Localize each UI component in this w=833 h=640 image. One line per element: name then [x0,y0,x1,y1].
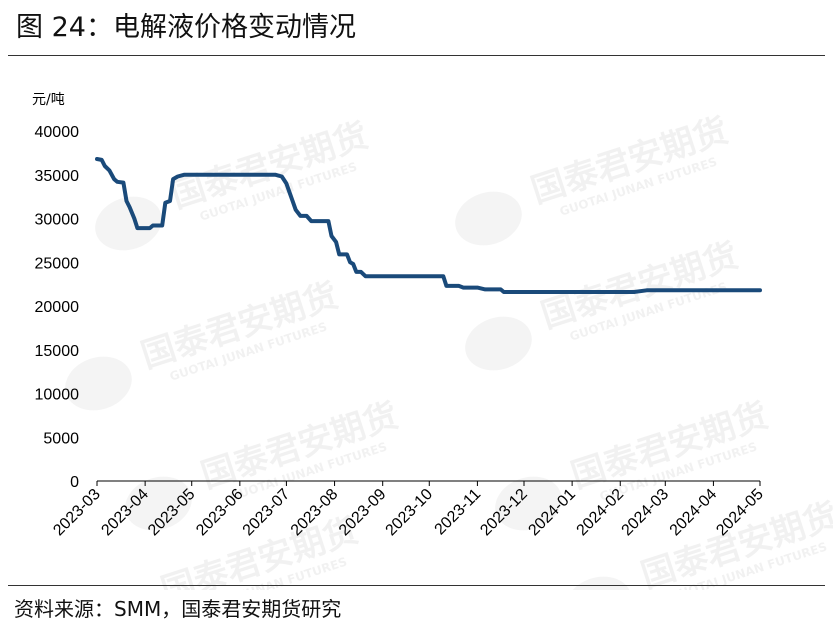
y-tick-label: 20000 [35,299,80,316]
series-line-electrolyte-price [95,157,762,294]
watermark-logo-shape [465,316,532,371]
watermark-logo-shape [125,476,192,531]
y-tick-label: 10000 [35,387,80,404]
x-tick-label: 2023-06 [193,486,247,540]
watermark-logo-shape [565,576,632,590]
watermark-logo-shape [495,476,562,531]
x-tick-label: 2024-04 [667,486,721,540]
x-tick-label: 2023-03 [50,486,104,540]
title-divider [8,55,825,56]
y-tick-label: 40000 [35,124,80,141]
y-axis-unit-label: 元/吨 [32,92,65,108]
x-tick-label: 2023-10 [383,486,437,540]
y-tick-label: 0 [70,474,79,491]
source-divider [8,585,825,586]
y-tick-label: 15000 [35,343,80,360]
y-tick-label: 25000 [35,255,80,272]
y-tick-label: 35000 [35,168,80,185]
watermark-logo-shape [65,356,132,411]
figure-title: 图 24：电解液价格变动情况 [16,12,356,43]
x-tick-label: 2023-11 [432,486,485,539]
watermark-logo-shape [95,196,162,251]
y-axis-ticks: 0 5000 10000 15000 20000 25000 30000 35000 40000 [35,124,80,491]
watermark-logo-shape [455,191,522,246]
source-note: 资料来源：SMM，国泰君安期货研究 [14,597,342,621]
y-tick-label: 5000 [43,430,79,447]
y-tick-label: 30000 [35,212,80,229]
